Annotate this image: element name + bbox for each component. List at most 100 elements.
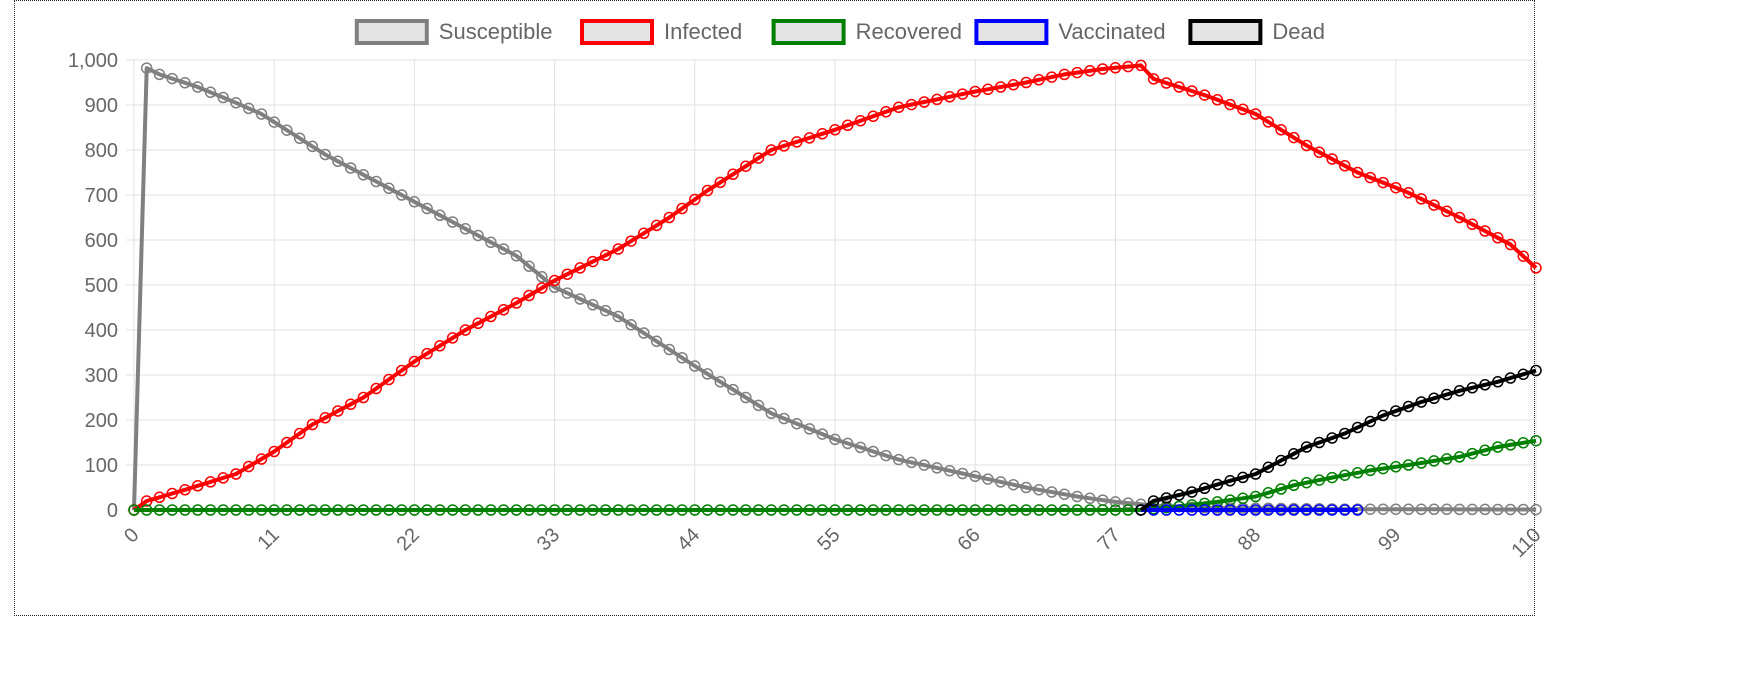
data-point-recovered bbox=[1275, 483, 1287, 495]
x-tick-label: 99 bbox=[1374, 524, 1405, 555]
data-point-susceptible bbox=[1058, 488, 1071, 501]
x-tick-label: 33 bbox=[533, 524, 564, 555]
data-point-recovered bbox=[1326, 471, 1338, 484]
data-point-susceptible bbox=[676, 352, 688, 364]
data-point-infected bbox=[1441, 205, 1453, 218]
data-point-infected bbox=[714, 176, 727, 189]
legend-swatch-susceptible bbox=[354, 19, 429, 45]
legend-swatch-recovered bbox=[771, 19, 846, 45]
data-point-vaccinated bbox=[1237, 504, 1249, 516]
data-point-susceptible bbox=[689, 360, 701, 372]
data-point-infected bbox=[1313, 146, 1326, 159]
data-point-susceptible bbox=[956, 467, 969, 480]
legend-item-recovered[interactable]: Recovered bbox=[771, 19, 962, 45]
data-point-recovered bbox=[650, 504, 663, 516]
data-point-vaccinated bbox=[1288, 504, 1300, 516]
data-point-infected bbox=[918, 96, 930, 108]
data-point-infected bbox=[1198, 89, 1211, 101]
data-point-infected bbox=[1096, 63, 1109, 75]
data-point-recovered bbox=[841, 504, 854, 516]
data-point-susceptible bbox=[1377, 503, 1389, 515]
data-point-infected bbox=[892, 101, 905, 114]
data-point-recovered bbox=[217, 504, 229, 516]
data-point-infected bbox=[357, 391, 370, 404]
data-point-recovered bbox=[676, 504, 688, 516]
data-point-infected bbox=[1262, 116, 1275, 128]
data-point-dead bbox=[1530, 364, 1542, 377]
data-point-infected bbox=[1377, 176, 1389, 189]
data-point-infected bbox=[1237, 103, 1249, 116]
data-point-susceptible bbox=[204, 86, 217, 99]
data-point-susceptible bbox=[663, 343, 676, 356]
data-point-infected bbox=[676, 202, 688, 215]
legend-item-susceptible[interactable]: Susceptible bbox=[354, 19, 553, 45]
data-point-recovered bbox=[867, 504, 879, 516]
data-point-susceptible bbox=[714, 376, 727, 388]
data-point-recovered bbox=[1492, 441, 1504, 453]
data-point-dead bbox=[1326, 432, 1338, 444]
data-point-infected bbox=[650, 219, 663, 232]
data-point-vaccinated bbox=[1313, 504, 1326, 516]
data-point-infected bbox=[1045, 71, 1058, 83]
data-point-susceptible bbox=[931, 462, 943, 474]
data-point-recovered bbox=[663, 504, 676, 516]
data-point-susceptible bbox=[982, 473, 994, 485]
data-point-infected bbox=[587, 255, 599, 268]
data-point-dead bbox=[1453, 385, 1466, 397]
x-tick-label: 66 bbox=[953, 524, 984, 555]
data-point-susceptible bbox=[841, 437, 854, 450]
data-point-susceptible bbox=[791, 417, 803, 430]
data-point-susceptible bbox=[1364, 503, 1377, 515]
data-point-infected bbox=[1288, 131, 1300, 144]
data-point-susceptible bbox=[803, 423, 816, 435]
data-point-recovered bbox=[1517, 437, 1530, 449]
data-point-infected bbox=[625, 235, 637, 247]
data-point-susceptible bbox=[446, 216, 459, 228]
data-point-dead bbox=[1198, 482, 1211, 495]
data-point-infected bbox=[816, 128, 829, 140]
legend-item-infected[interactable]: Infected bbox=[580, 19, 742, 45]
data-point-infected bbox=[727, 168, 739, 181]
data-point-infected bbox=[472, 317, 484, 330]
data-point-infected bbox=[140, 495, 153, 507]
legend-item-dead[interactable]: Dead bbox=[1188, 19, 1325, 45]
data-point-susceptible bbox=[867, 445, 879, 458]
data-point-susceptible bbox=[778, 412, 790, 425]
data-point-recovered bbox=[1504, 439, 1517, 451]
data-point-recovered bbox=[1249, 490, 1262, 503]
y-tick-label: 700 bbox=[85, 185, 118, 207]
data-point-recovered bbox=[1300, 476, 1313, 489]
data-point-susceptible bbox=[332, 155, 344, 168]
grid bbox=[126, 59, 1537, 518]
data-point-recovered bbox=[446, 504, 459, 516]
data-point-recovered bbox=[230, 504, 242, 516]
data-point-susceptible bbox=[599, 304, 612, 317]
data-point-recovered bbox=[1313, 474, 1326, 486]
data-point-infected bbox=[523, 289, 535, 302]
data-point-susceptible bbox=[650, 335, 663, 348]
data-point-recovered bbox=[383, 504, 395, 516]
data-point-infected bbox=[969, 85, 981, 98]
legend-swatch-infected bbox=[580, 19, 654, 45]
data-point-infected bbox=[574, 262, 586, 274]
data-point-susceptible bbox=[1441, 503, 1453, 516]
data-point-dead bbox=[1300, 441, 1313, 453]
y-tick-label: 900 bbox=[85, 95, 118, 117]
data-point-recovered bbox=[548, 504, 561, 516]
data-point-vaccinated bbox=[1173, 504, 1185, 516]
data-point-recovered bbox=[268, 504, 280, 516]
data-point-susceptible bbox=[1517, 503, 1530, 516]
data-point-recovered bbox=[281, 504, 293, 516]
data-point-susceptible bbox=[1045, 486, 1058, 498]
data-point-infected bbox=[459, 324, 472, 336]
data-point-dead bbox=[1211, 478, 1224, 491]
data-point-infected bbox=[1058, 68, 1071, 81]
data-point-recovered bbox=[816, 504, 829, 516]
legend-item-vaccinated[interactable]: Vaccinated bbox=[974, 19, 1166, 45]
data-point-infected bbox=[255, 453, 268, 465]
data-point-susceptible bbox=[1479, 503, 1491, 516]
data-point-infected bbox=[434, 340, 446, 352]
data-point-recovered bbox=[1058, 504, 1071, 516]
data-point-infected bbox=[319, 412, 331, 424]
data-point-infected bbox=[370, 382, 382, 395]
